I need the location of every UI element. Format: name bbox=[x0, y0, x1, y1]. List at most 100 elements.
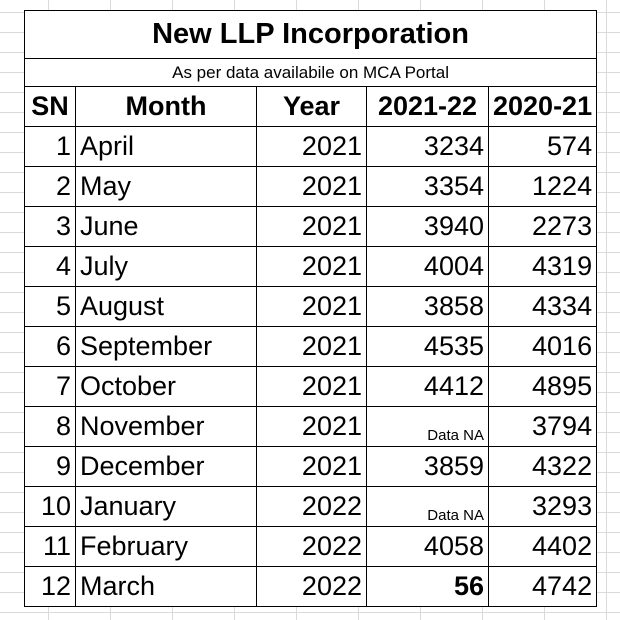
cell-month-value: June bbox=[80, 211, 139, 241]
cell-year: 2021 bbox=[256, 446, 367, 487]
cell-sn-value: 5 bbox=[55, 291, 71, 321]
cell-2020-21-value: 4319 bbox=[532, 251, 593, 281]
cell-year: 2022 bbox=[256, 486, 367, 527]
cell-2021-22-value: 4058 bbox=[423, 531, 484, 561]
cell-year: 2022 bbox=[256, 566, 367, 607]
cell-2020-21: 4016 bbox=[487, 326, 598, 367]
table-body: 1 April 2021 3234 574 2 May 2021 3354 1224 3 June 20… bbox=[24, 126, 598, 607]
cell-2020-21-value: 4742 bbox=[532, 571, 593, 601]
cell-sn: 6 bbox=[24, 326, 76, 367]
cell-2021-22-value: 4004 bbox=[423, 251, 484, 281]
cell-2020-21: 4402 bbox=[487, 526, 598, 567]
header-2020-21: 2020-21 bbox=[487, 86, 598, 127]
cell-sn-value: 6 bbox=[55, 331, 71, 361]
cell-sn-value: 10 bbox=[40, 491, 71, 521]
table-row: 10 January 2022 Data NA 3293 bbox=[24, 486, 598, 527]
cell-month-value: April bbox=[80, 131, 135, 161]
cell-sn-value: 1 bbox=[55, 131, 71, 161]
table-row: 7 October 2021 4412 4895 bbox=[24, 366, 598, 407]
cell-2020-21-value: 4895 bbox=[532, 371, 593, 401]
header-year: Year bbox=[256, 86, 367, 127]
cell-2021-22: 3354 bbox=[366, 166, 489, 207]
cell-2021-22: 56 bbox=[366, 566, 489, 607]
cell-sn: 10 bbox=[24, 486, 76, 527]
cell-month: June bbox=[75, 206, 257, 247]
table-row: 1 April 2021 3234 574 bbox=[24, 126, 598, 167]
table-row: 12 March 2022 56 4742 bbox=[24, 566, 598, 607]
cell-year-value: 2021 bbox=[301, 171, 362, 201]
cell-year-value: 2022 bbox=[301, 571, 362, 601]
cell-year-value: 2021 bbox=[301, 411, 362, 441]
cell-sn-value: 11 bbox=[42, 531, 71, 561]
cell-sn-value: 9 bbox=[55, 451, 71, 481]
cell-2021-22-value: 56 bbox=[453, 571, 484, 601]
cell-2020-21: 3794 bbox=[487, 406, 598, 447]
cell-month-value: March bbox=[80, 571, 156, 601]
cell-2020-21-value: 3794 bbox=[532, 411, 593, 441]
cell-2020-21-value: 4334 bbox=[532, 291, 593, 321]
table-row: 6 September 2021 4535 4016 bbox=[24, 326, 598, 367]
cell-2021-22-value: 3354 bbox=[423, 171, 484, 201]
cell-sn: 4 bbox=[24, 246, 76, 287]
cell-2020-21-value: 4016 bbox=[532, 331, 593, 361]
cell-month: February bbox=[75, 526, 257, 567]
cell-2020-21: 4322 bbox=[487, 446, 598, 487]
cell-month: July bbox=[75, 246, 257, 287]
table-title: New LLP Incorporation bbox=[23, 10, 598, 59]
cell-2021-22: Data NA bbox=[366, 406, 489, 447]
cell-2021-22: Data NA bbox=[366, 486, 489, 527]
cell-year: 2021 bbox=[256, 326, 367, 367]
cell-year-value: 2021 bbox=[301, 211, 362, 241]
cell-2020-21-value: 4402 bbox=[532, 531, 593, 561]
header-month: Month bbox=[75, 86, 257, 127]
table-subtitle: As per data availabile on MCA Portal bbox=[23, 58, 598, 87]
cell-2021-22: 4058 bbox=[366, 526, 489, 567]
table-row: 8 November 2021 Data NA 3794 bbox=[24, 406, 598, 447]
cell-year: 2021 bbox=[256, 206, 367, 247]
cell-month-value: November bbox=[80, 411, 205, 441]
cell-2020-21-value: 574 bbox=[547, 131, 593, 161]
cell-2021-22: 3940 bbox=[366, 206, 489, 247]
cell-month: October bbox=[75, 366, 257, 407]
cell-month: September bbox=[75, 326, 257, 367]
cell-month: January bbox=[75, 486, 257, 527]
cell-2020-21: 3293 bbox=[487, 486, 598, 527]
cell-2020-21: 4895 bbox=[487, 366, 598, 407]
cell-2020-21-value: 1224 bbox=[532, 171, 593, 201]
table-row: 5 August 2021 3858 4334 bbox=[24, 286, 598, 327]
cell-year-value: 2021 bbox=[301, 251, 362, 281]
cell-2021-22-value: 3859 bbox=[423, 451, 484, 481]
cell-year: 2021 bbox=[256, 286, 367, 327]
cell-2021-22-value: 3858 bbox=[423, 291, 484, 321]
cell-year: 2021 bbox=[256, 166, 367, 207]
cell-year-value: 2021 bbox=[301, 331, 362, 361]
cell-year-value: 2021 bbox=[301, 451, 362, 481]
cell-2020-21: 4334 bbox=[487, 286, 598, 327]
cell-2021-22-value: 3940 bbox=[423, 211, 484, 241]
cell-month: August bbox=[75, 286, 257, 327]
cell-2021-22-value: 3234 bbox=[423, 131, 484, 161]
cell-sn: 8 bbox=[24, 406, 76, 447]
cell-sn: 5 bbox=[24, 286, 76, 327]
cell-sn-value: 12 bbox=[40, 571, 71, 601]
cell-2021-22: 4412 bbox=[366, 366, 489, 407]
cell-month-value: December bbox=[80, 451, 205, 481]
cell-2020-21-value: 2273 bbox=[532, 211, 593, 241]
header-row: SN Month Year 2021-22 2020-21 bbox=[24, 86, 598, 127]
cell-2021-22-value: Data NA bbox=[427, 426, 484, 444]
cell-2020-21: 1224 bbox=[487, 166, 598, 207]
cell-2021-22-value: 4412 bbox=[423, 371, 484, 401]
cell-year-value: 2022 bbox=[301, 531, 362, 561]
cell-sn-value: 8 bbox=[55, 411, 71, 441]
cell-2021-22: 3859 bbox=[366, 446, 489, 487]
cell-sn-value: 3 bbox=[55, 211, 71, 241]
cell-year-value: 2021 bbox=[301, 291, 362, 321]
table-row: 3 June 2021 3940 2273 bbox=[24, 206, 598, 247]
cell-year: 2022 bbox=[256, 526, 367, 567]
cell-sn: 2 bbox=[24, 166, 76, 207]
cell-2021-22: 4004 bbox=[366, 246, 489, 287]
cell-month: November bbox=[75, 406, 257, 447]
cell-sn: 9 bbox=[24, 446, 76, 487]
table-row: 9 December 2021 3859 4322 bbox=[24, 446, 598, 487]
